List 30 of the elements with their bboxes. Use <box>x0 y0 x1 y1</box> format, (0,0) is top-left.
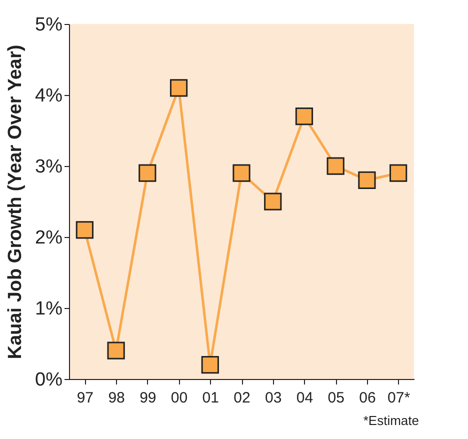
text: *Estimate <box>363 413 419 428</box>
y-tick-label: 4% <box>35 86 63 106</box>
x-tick-label: 02 <box>234 390 250 406</box>
y-tick-label: 0% <box>35 370 63 390</box>
point <box>170 79 188 97</box>
y-tick-label: 3% <box>35 156 63 178</box>
x-tick-label: 00 <box>170 390 188 406</box>
x-tick-label: 01 <box>202 390 219 406</box>
point <box>390 164 408 182</box>
point <box>326 157 344 175</box>
x-tick-label: 99 <box>140 390 156 406</box>
x-tick-label: 98 <box>108 390 125 406</box>
point <box>107 342 125 360</box>
point <box>295 107 314 126</box>
y-tick-label: 2% <box>35 228 63 248</box>
x-tick-label: 05 <box>328 390 344 406</box>
y-axis-title: Kauai Job Growth (Year Over Year) <box>5 44 26 360</box>
point <box>76 221 94 239</box>
x-tick-label: 07* <box>388 390 410 406</box>
x-tick-label: 97 <box>76 390 94 406</box>
point <box>358 171 376 190</box>
x-tick-label: 06 <box>359 390 376 406</box>
y-tick-label: 5% <box>35 14 63 36</box>
y-tick-label: 1% <box>35 298 63 320</box>
point <box>264 192 282 210</box>
point <box>201 356 219 374</box>
point <box>232 164 250 182</box>
x-tick-label: 04 <box>296 390 314 406</box>
point <box>138 164 156 182</box>
x-tick-label: 03 <box>265 390 282 406</box>
